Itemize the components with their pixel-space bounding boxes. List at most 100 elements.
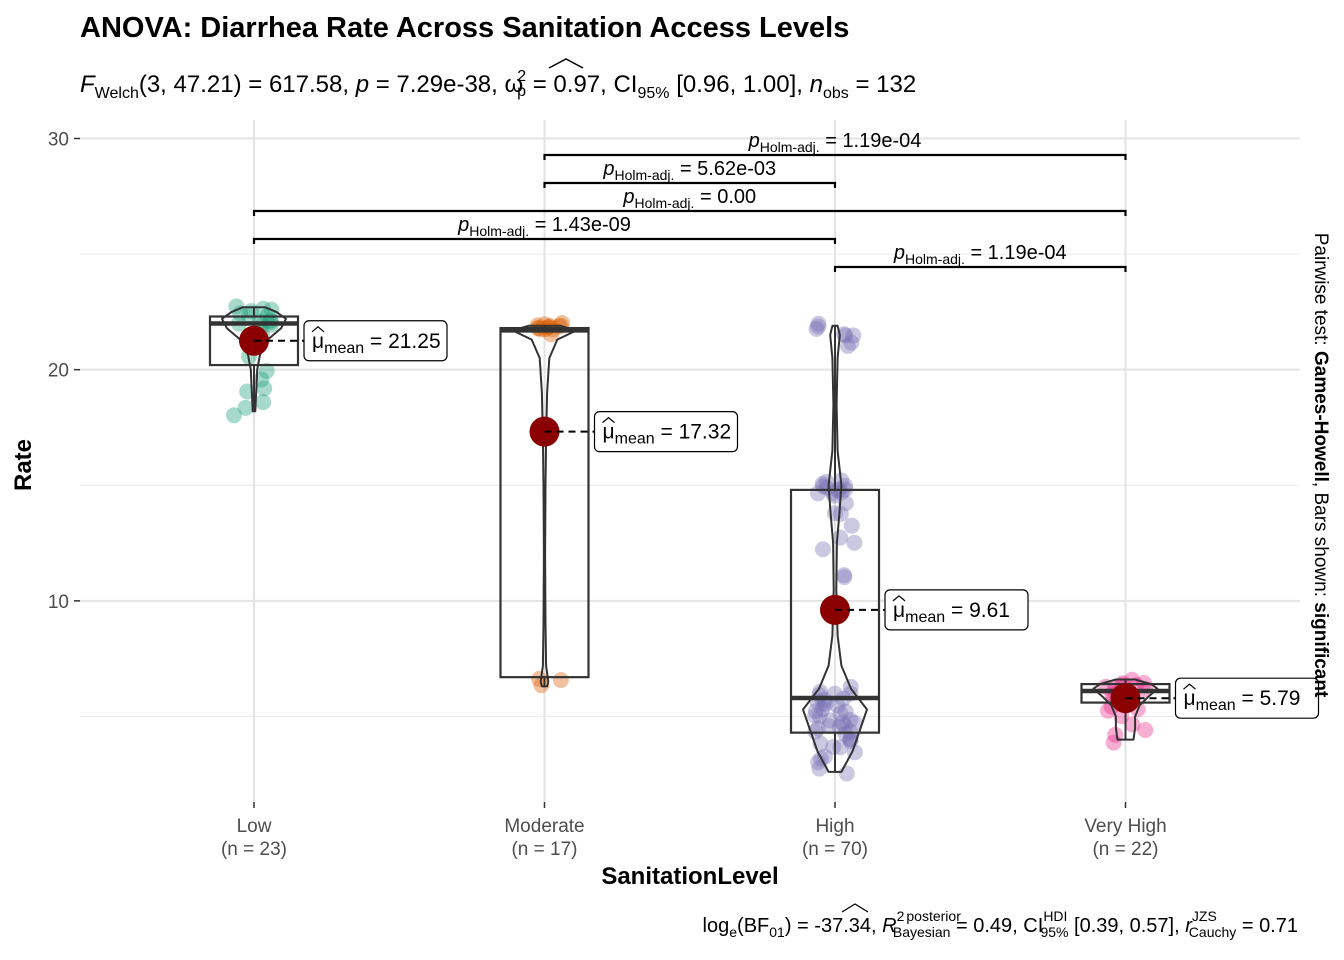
data-point xyxy=(837,495,854,512)
data-point xyxy=(834,714,851,731)
x-tick-n-label: (n = 70) xyxy=(802,839,868,860)
chart-title: ANOVA: Diarrhea Rate Across Sanitation A… xyxy=(80,12,849,44)
bracket-line xyxy=(543,153,1127,160)
data-point xyxy=(836,717,853,734)
subtitle-ci-label: 95% xyxy=(637,85,669,102)
caption: loge(BF01) = -37.34, R2 posterior Bayesian… xyxy=(703,908,1298,940)
violin xyxy=(1092,678,1159,741)
y-axis: 10 20 30 xyxy=(48,129,80,613)
data-point xyxy=(807,707,824,724)
bracket-label: pHolm-adj. = 1.19e-04 xyxy=(893,242,1067,267)
subtitle-statistic: 617.58 xyxy=(269,71,342,98)
data-point xyxy=(814,541,831,558)
subtitle-p: 7.29e-38 xyxy=(396,71,491,98)
mean-label-box xyxy=(593,411,739,453)
caption-r-sup: JZS xyxy=(1192,908,1217,924)
side-label-middle: , Bars shown: xyxy=(1310,482,1331,602)
data-point xyxy=(832,505,849,522)
caption-r2-sub: Bayesian xyxy=(893,924,951,940)
subtitle-n-obs: 132 xyxy=(876,71,916,98)
data-point xyxy=(829,697,846,714)
bracket-line xyxy=(252,237,837,244)
mean-label-box xyxy=(1174,677,1320,719)
box xyxy=(499,326,590,679)
data-point xyxy=(825,738,842,755)
group-moderate: μmean = 17.32 xyxy=(499,315,739,694)
group-very-high: μmean = 5.79 xyxy=(1080,671,1320,751)
mean-hat xyxy=(892,595,906,602)
data-point xyxy=(255,300,272,317)
data-point xyxy=(842,712,859,729)
mean-hat xyxy=(1183,683,1196,690)
y-axis-title: Rate xyxy=(10,439,37,491)
comparison-bracket: pHolm-adj. = 0.00 xyxy=(252,186,1127,216)
data-point xyxy=(226,407,243,424)
caption-r2-hat xyxy=(841,903,869,913)
caption-log-bf: -37.34 xyxy=(814,915,871,937)
data-point xyxy=(821,712,838,729)
data-point xyxy=(255,394,272,411)
data-point xyxy=(832,739,849,756)
data-point xyxy=(258,362,275,379)
mean-label: μmean = 17.32 xyxy=(603,421,732,448)
mean-label: μmean = 5.79 xyxy=(1184,687,1301,714)
subtitle-df: (3, 47.21) xyxy=(139,71,242,98)
subtitle-ci: [0.96, 1.00] xyxy=(676,71,796,98)
data-point xyxy=(836,569,853,586)
data-point xyxy=(814,701,831,718)
group-low: μmean = 21.25 xyxy=(208,298,448,424)
data-point xyxy=(839,337,856,354)
mean-label: μmean = 21.25 xyxy=(312,330,441,357)
y-tick-label: 20 xyxy=(48,361,69,382)
data-point xyxy=(821,718,838,735)
side-label-prefix: Pairwise test: xyxy=(1310,233,1331,351)
bracket-label: pHolm-adj. = 1.19e-04 xyxy=(748,130,922,155)
data-point xyxy=(811,760,828,777)
data-point xyxy=(814,475,831,492)
grid xyxy=(80,120,1300,802)
data-point xyxy=(837,327,854,344)
data-point xyxy=(818,479,835,496)
bracket-line xyxy=(833,265,1127,272)
subtitle-effect-sup: 2 xyxy=(517,68,526,85)
chart-subtitle: FWelch(3, 47.21) = 617.58, p = 7.29e-38,… xyxy=(80,68,916,102)
comparison-bracket: pHolm-adj. = 1.43e-09 xyxy=(252,214,837,244)
bracket-label: pHolm-adj. = 1.43e-09 xyxy=(457,214,631,239)
data-point xyxy=(836,567,853,584)
data-point xyxy=(846,534,863,551)
x-tick-label: Low xyxy=(237,816,272,837)
data-point xyxy=(237,399,254,416)
caption-ci: [0.39, 0.57] xyxy=(1074,915,1174,937)
data-point xyxy=(837,726,854,743)
x-tick-label: High xyxy=(815,816,854,837)
data-point xyxy=(845,327,862,344)
data-point xyxy=(838,765,855,782)
data-point xyxy=(843,334,860,351)
data-point xyxy=(228,298,245,315)
mean-label-box xyxy=(884,589,1029,631)
caption-ci-sup: HDI xyxy=(1043,908,1067,924)
subtitle-effect-label: ω xyxy=(505,71,524,98)
data-point xyxy=(810,315,827,332)
data-point xyxy=(810,318,827,335)
subtitle-effect-size: 0.97 xyxy=(553,71,600,98)
mean-hat xyxy=(602,416,615,424)
subtitle-hat xyxy=(548,58,584,69)
mean-hat xyxy=(311,326,325,333)
data-point xyxy=(846,714,863,731)
bracket-label: pHolm-adj. = 5.62e-03 xyxy=(602,158,776,183)
data-point xyxy=(811,708,828,725)
bracket-label: pHolm-adj. = 0.00 xyxy=(622,186,756,211)
group-high: μmean = 9.61 xyxy=(789,315,1029,782)
x-tick-n-label: (n = 23) xyxy=(221,839,287,860)
y-tick-label: 10 xyxy=(48,592,69,613)
data-point xyxy=(832,705,849,722)
data-point xyxy=(808,320,825,337)
caption-r2-sup2: posterior xyxy=(906,908,961,924)
side-label-shown: significant xyxy=(1310,602,1331,698)
data-point xyxy=(256,380,273,397)
data-point xyxy=(1124,716,1141,733)
subtitle-effect-sub: p xyxy=(517,83,526,100)
box xyxy=(208,315,300,367)
